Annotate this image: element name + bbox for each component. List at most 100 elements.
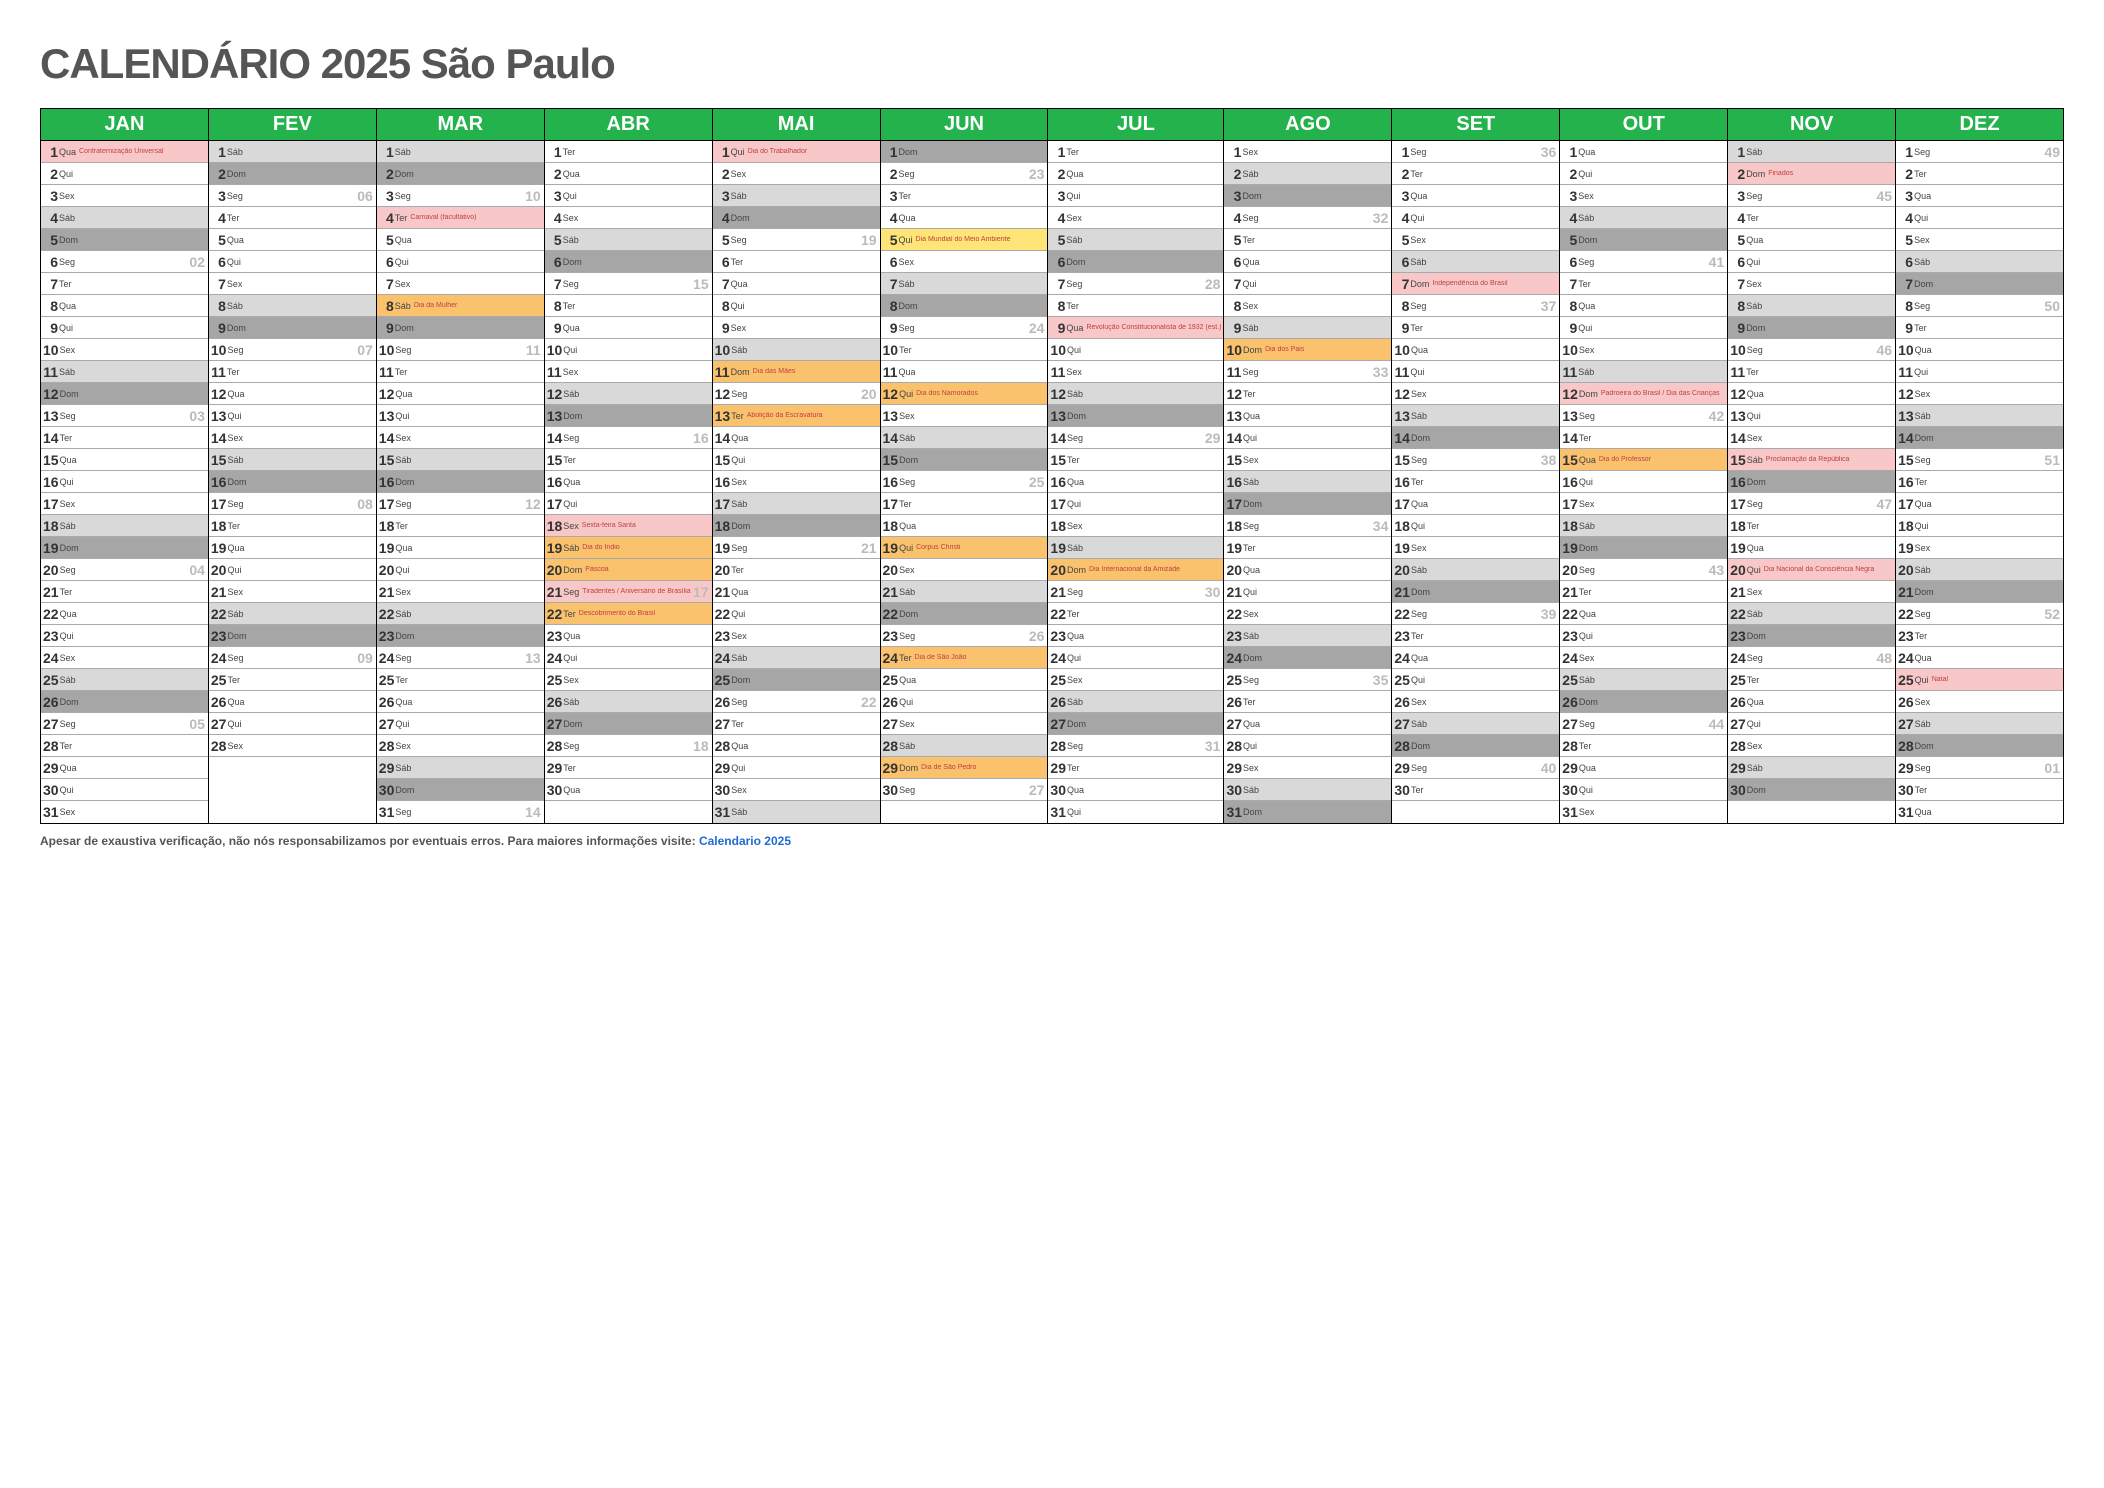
day-number: 24 <box>1226 650 1243 666</box>
calendar-grid: JAN1QuaConfraternização Universal2Qui3Se… <box>40 108 2064 824</box>
weekday-abbr: Seg <box>1411 609 1427 619</box>
day-number: 3 <box>1898 188 1914 204</box>
day-cell: 10Sex <box>41 339 208 361</box>
day-number: 21 <box>715 584 732 600</box>
month-col-jan: JAN1QuaConfraternização Universal2Qui3Se… <box>41 109 209 823</box>
day-number: 8 <box>1050 298 1066 314</box>
weekday-abbr: Sex <box>1066 213 1082 223</box>
day-cell: 6Sáb <box>1896 251 2063 273</box>
weekday-abbr: Qua <box>1243 719 1260 729</box>
weekday-abbr: Qui <box>1067 499 1081 509</box>
weekday-abbr: Qua <box>1067 631 1084 641</box>
weekday-abbr: Ter <box>1914 169 1927 179</box>
weekday-abbr: Qui <box>59 323 73 333</box>
weekday-abbr: Seg <box>899 631 915 641</box>
day-cell: 18Sex <box>1048 515 1223 537</box>
day-cell: 12QuiDia dos Namorados <box>881 383 1048 405</box>
week-number: 52 <box>2044 606 2060 622</box>
day-cell: 9Seg24 <box>881 317 1048 339</box>
weekday-abbr: Ter <box>60 741 73 751</box>
day-cell: 8SábDia da Mulher <box>377 295 544 317</box>
week-number: 46 <box>1877 342 1893 358</box>
weekday-abbr: Ter <box>395 213 408 223</box>
day-number: 16 <box>1226 474 1243 490</box>
day-number: 16 <box>1050 474 1067 490</box>
weekday-abbr: Seg <box>899 169 915 179</box>
day-cell: 9Qui <box>1560 317 1727 339</box>
day-number: 10 <box>883 342 900 358</box>
weekday-abbr: Qua <box>1915 653 1932 663</box>
weekday-abbr: Qua <box>395 543 412 553</box>
weekday-abbr: Qua <box>227 543 244 553</box>
weekday-abbr: Sáb <box>395 609 411 619</box>
day-cell: 5Sáb <box>545 229 712 251</box>
week-number: 09 <box>357 650 373 666</box>
day-number: 12 <box>1226 386 1243 402</box>
day-number: 9 <box>1226 320 1242 336</box>
footer-link[interactable]: Calendario 2025 <box>699 834 791 848</box>
weekday-abbr: Seg <box>1747 653 1763 663</box>
day-number: 10 <box>1730 342 1747 358</box>
day-number: 3 <box>547 188 563 204</box>
day-number: 13 <box>883 408 900 424</box>
weekday-abbr: Ter <box>1411 631 1424 641</box>
day-number: 15 <box>1226 452 1243 468</box>
holiday-note: Corpus Christi <box>916 544 1045 551</box>
day-number: 18 <box>43 518 60 534</box>
day-number: 2 <box>211 166 227 182</box>
day-number: 27 <box>1562 716 1579 732</box>
day-cell: 28Sex <box>209 735 376 757</box>
weekday-abbr: Sáb <box>1747 763 1763 773</box>
weekday-abbr: Sex <box>1242 301 1258 311</box>
day-number: 7 <box>715 276 731 292</box>
day-number: 28 <box>43 738 60 754</box>
week-number: 16 <box>693 430 709 446</box>
day-cell: 19Dom <box>41 537 208 559</box>
day-number: 4 <box>547 210 563 226</box>
weekday-abbr: Qua <box>395 235 412 245</box>
weekday-abbr: Qui <box>899 235 913 245</box>
day-cell: 21Sex <box>1728 581 1895 603</box>
day-cell: 19Qua <box>1728 537 1895 559</box>
day-cell: 10Qui <box>1048 339 1223 361</box>
weekday-abbr: Qua <box>60 763 77 773</box>
day-number: 12 <box>547 386 564 402</box>
page-title: CALENDÁRIO 2025 São Paulo <box>40 40 2064 88</box>
weekday-abbr: Qui <box>227 411 241 421</box>
day-number: 5 <box>211 232 227 248</box>
weekday-abbr: Sáb <box>563 697 579 707</box>
day-cell: 25Dom <box>713 669 880 691</box>
day-number: 25 <box>211 672 228 688</box>
day-number: 8 <box>1226 298 1242 314</box>
day-number: 9 <box>211 320 227 336</box>
weekday-abbr: Ter <box>1579 587 1592 597</box>
day-number: 26 <box>1730 694 1747 710</box>
weekday-abbr: Qua <box>1915 807 1932 817</box>
weekday-abbr: Sáb <box>60 521 76 531</box>
weekday-abbr: Qui <box>1067 653 1081 663</box>
weekday-abbr: Dom <box>1243 653 1262 663</box>
day-number: 27 <box>1050 716 1067 732</box>
month-col-mai: MAI1QuiDia do Trabalhador2Sex3Sáb4Dom5Se… <box>713 109 881 823</box>
day-number: 6 <box>1898 254 1914 270</box>
weekday-abbr: Qua <box>1411 499 1428 509</box>
day-number: 13 <box>1394 408 1411 424</box>
week-number: 34 <box>1373 518 1389 534</box>
day-number: 17 <box>1730 496 1747 512</box>
weekday-abbr: Ter <box>1410 323 1423 333</box>
day-cell: 17Sex <box>41 493 208 515</box>
day-cell: 15Dom <box>881 449 1048 471</box>
day-number: 5 <box>379 232 395 248</box>
weekday-abbr: Seg <box>60 565 76 575</box>
day-number: 10 <box>1050 342 1067 358</box>
holiday-note: Dia de São Pedro <box>921 764 1045 771</box>
day-number: 2 <box>1562 166 1578 182</box>
day-number: 12 <box>883 386 900 402</box>
day-number: 14 <box>547 430 564 446</box>
day-number: 16 <box>1730 474 1747 490</box>
day-number: 27 <box>1394 716 1411 732</box>
day-cell: 11Sáb <box>41 361 208 383</box>
day-number: 17 <box>883 496 900 512</box>
weekday-abbr: Qui <box>60 631 74 641</box>
day-number: 14 <box>1050 430 1067 446</box>
